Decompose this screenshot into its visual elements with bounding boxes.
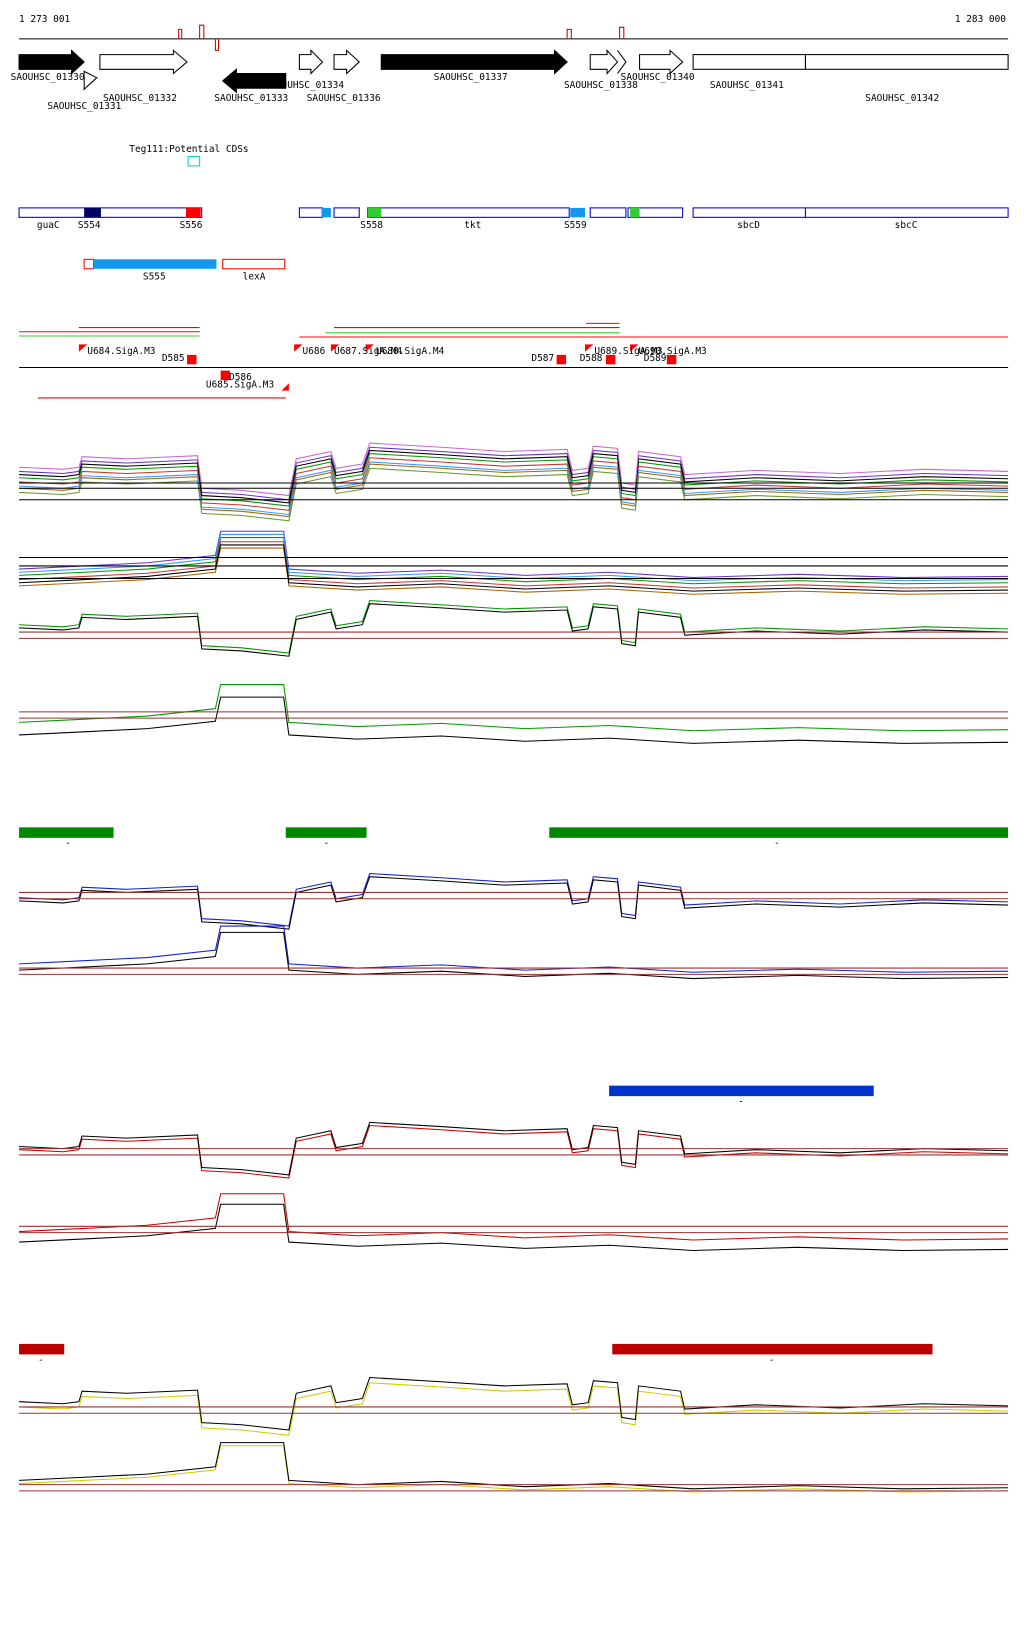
promoter-label: D589 — [644, 353, 667, 364]
segment-label: sbcD — [737, 220, 760, 231]
coord-start: 1 273 001 — [19, 14, 70, 25]
region-bar — [609, 1085, 874, 1097]
gene-label: SAOUHSC_01337 — [434, 72, 508, 83]
expression-bundle — [18, 442, 1009, 595]
gene-label: SAOUHSC_01331 — [47, 101, 121, 112]
gene-label: SAOUHSC_01338 — [564, 80, 638, 91]
bar-label: - — [65, 838, 71, 849]
segment-label: S559 — [564, 220, 587, 231]
segment — [93, 259, 217, 269]
reference-lines — [19, 482, 1009, 580]
region-bar — [549, 827, 1009, 838]
cds-box — [187, 155, 201, 167]
region-bar — [19, 1343, 65, 1355]
segment-label: lexA — [243, 271, 266, 282]
bar-label: - — [774, 838, 780, 849]
promoter-label: D585 — [162, 353, 185, 364]
bar-label: - — [324, 838, 330, 849]
promoter-label: U686 — [303, 346, 326, 357]
gene-label: SAOUHSC_01330 — [11, 72, 85, 83]
promoter-label: U687.SigA.M4 — [334, 346, 403, 357]
segment-label: S558 — [360, 220, 383, 231]
promoter-label: D586 — [229, 372, 252, 383]
segment-label: sbcC — [895, 220, 918, 231]
promoter-label: D587 — [531, 353, 554, 364]
promoter-label: U688.SigA.M4 — [376, 346, 445, 357]
segment-label: guaC — [37, 220, 60, 231]
promoter-label: D588 — [580, 353, 603, 364]
segment-fill — [185, 207, 201, 218]
gene-label: OUHSC_01334 — [282, 80, 345, 91]
region-bar — [612, 1343, 933, 1355]
segment-fill — [321, 207, 331, 218]
segment-fill — [367, 207, 382, 218]
reference-lines — [19, 631, 1009, 1492]
promoter-label: U689.SigA.M3 — [594, 346, 662, 357]
gene-label: SAOUHSC_01333 — [214, 93, 288, 104]
gene-arrows — [18, 49, 1009, 94]
gene-label: SAOUHSC_01340 — [621, 72, 695, 83]
markers — [178, 24, 625, 51]
segment-label: S554 — [78, 220, 101, 231]
segment-label: tkt — [464, 220, 481, 231]
gene-label: SAOUHSC_01336 — [307, 93, 381, 104]
segment-label: S556 — [180, 220, 203, 231]
promoter-label: U684.SigA.M3 — [87, 346, 155, 357]
bar-label: - — [738, 1097, 744, 1108]
segments — [18, 207, 1009, 218]
gene-label: SAOUHSC_01341 — [710, 80, 784, 91]
track-label: Teg111:Potential CDSs — [129, 144, 248, 155]
segment-label: S555 — [143, 271, 166, 282]
coord-end: 1 283 000 — [955, 14, 1006, 25]
bar-label: - — [38, 1355, 44, 1366]
segment-fill — [84, 207, 101, 218]
segment-fill — [630, 207, 640, 218]
bar-label: - — [769, 1355, 775, 1366]
segment-fill — [570, 207, 585, 218]
expression-pairs — [18, 600, 1009, 1493]
gene-label: SAOUHSC_01332 — [103, 93, 177, 104]
promoter-marks — [78, 344, 677, 391]
region-bar — [285, 827, 367, 838]
promoter-label: U690.SigA.M3 — [639, 346, 707, 357]
region-bar — [19, 827, 114, 838]
segment — [222, 258, 286, 270]
segment — [83, 258, 95, 270]
promoter-lines — [19, 322, 1009, 399]
promoter-label: U685.SigA.M3 — [206, 379, 274, 390]
gene-label: SAOUHSC_01342 — [865, 93, 939, 104]
